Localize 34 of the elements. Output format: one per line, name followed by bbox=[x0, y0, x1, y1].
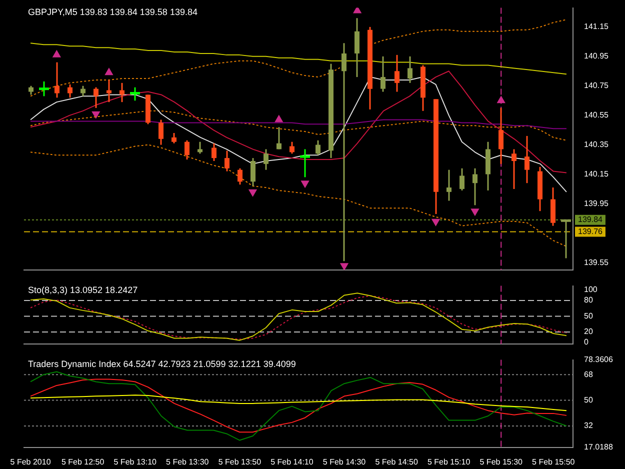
y-tick-label: 50 bbox=[584, 311, 594, 320]
y-tick-label: 140.75 bbox=[584, 81, 610, 90]
ref-line-label: 139.76 bbox=[578, 226, 604, 236]
x-tick-label: 5 Feb 12:50 bbox=[61, 457, 105, 466]
x-tick-label: 5 Feb 15:50 bbox=[532, 457, 576, 466]
y-tick-label: 140.35 bbox=[584, 140, 610, 149]
x-tick-label: 5 Feb 14:10 bbox=[270, 457, 314, 466]
y-tick-label: 100 bbox=[584, 285, 598, 294]
x-tick-label: 5 Feb 14:50 bbox=[375, 457, 418, 466]
y-tick-label: 80 bbox=[584, 296, 594, 305]
x-tick-label: 5 Feb 14:30 bbox=[322, 457, 366, 466]
y-tick-label: 140.95 bbox=[584, 52, 610, 61]
y-tick-label: 32 bbox=[584, 421, 594, 430]
y-tick-label: 78.3606 bbox=[584, 355, 614, 364]
chart-title: Sto(8,3,3) 13.0952 18.2427 bbox=[28, 285, 138, 295]
chart-title: Traders Dynamic Index 64.5247 42.7923 21.0599 32.1221 39.4099 bbox=[28, 359, 296, 369]
ref-line-label: 139.84 bbox=[578, 215, 604, 224]
y-tick-label: 140.55 bbox=[584, 110, 610, 120]
y-tick-label: 139.95 bbox=[584, 198, 610, 208]
y-tick-label: 141.15 bbox=[584, 22, 610, 32]
y-tick-label: 139.55 bbox=[584, 258, 610, 267]
y-tick-label: 17.0188 bbox=[584, 442, 614, 452]
x-tick-label: 5 Feb 15:10 bbox=[427, 457, 471, 466]
x-tick-label: 5 Feb 13:50 bbox=[218, 457, 262, 466]
y-tick-label: 50 bbox=[584, 396, 594, 405]
y-tick-label: 20 bbox=[584, 327, 594, 336]
y-tick-label: 140.15 bbox=[584, 169, 610, 178]
chart-title: GBPJPY,M5 139.83 139.84 139.58 139.84 bbox=[28, 7, 198, 17]
x-tick-label: 5 Feb 2010 bbox=[10, 457, 52, 466]
x-tick-label: 5 Feb 13:30 bbox=[166, 457, 210, 466]
y-tick-label: 68 bbox=[584, 370, 594, 379]
x-tick-label: 5 Feb 15:30 bbox=[480, 457, 524, 466]
y-tick-label: 0 bbox=[584, 338, 589, 347]
x-tick-label: 5 Feb 13:10 bbox=[114, 457, 158, 466]
